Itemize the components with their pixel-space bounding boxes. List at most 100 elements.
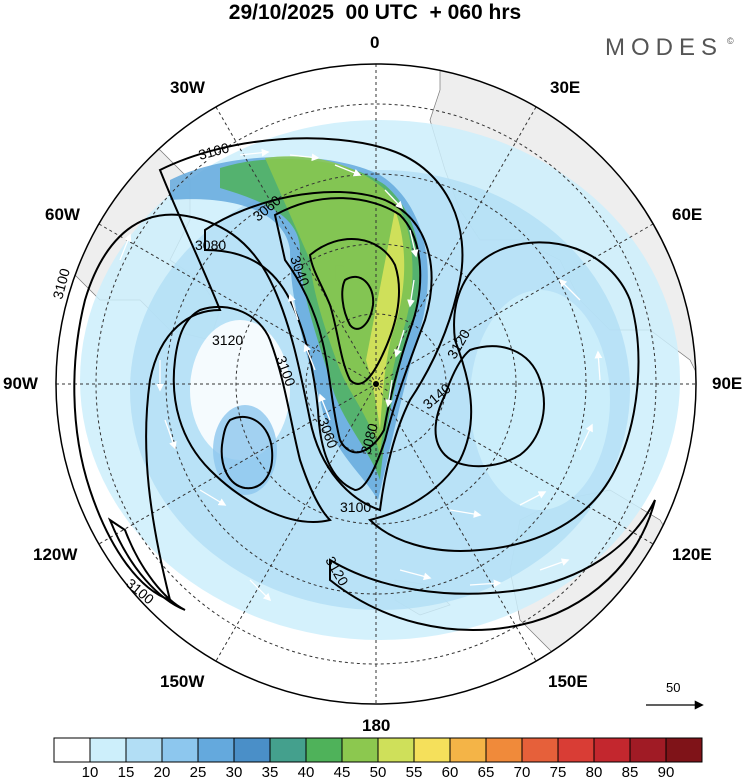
wind-arrow [399,569,432,581]
color-scale-tick-label: 65 [478,764,495,781]
map-title: 29/10/2025 00 UTC + 060 hrs [228,1,522,24]
lon-label-90w: 90W [3,374,38,393]
contour-3100-west-low [220,415,274,490]
reference-vector-value: 50 [666,680,680,695]
wind-arrow [249,579,272,602]
color-scale-tick-label: 55 [406,764,423,781]
color-scale-tick-label: 70 [514,764,531,781]
contour-label: 3080 [357,421,381,455]
color-scale-box [593,737,631,763]
color-scale-box [89,737,127,763]
wind-arrow [239,148,270,157]
color-scale-box [449,737,487,763]
lon-label-60w: 60W [45,205,80,224]
color-scale-box [53,737,91,763]
wind-arrow [289,153,320,162]
wind-arrow [318,393,331,421]
contour-3040-inner [341,275,375,330]
color-scale-boxes [53,737,703,763]
color-scale-tick-label: 85 [622,764,639,781]
contour-3120-east [368,241,640,552]
wind-arrow [199,489,227,506]
color-scale-box [485,737,523,763]
lon-label-120e: 120E [672,545,712,564]
contour-label: 3100 [197,139,231,163]
color-scale-tick-label: 20 [154,764,171,781]
wind-arrow [558,278,581,301]
contour-3100-outer [73,137,464,602]
wind-arrow [407,279,415,308]
copyright-mark: © [727,36,734,46]
wind-arrow [189,155,217,166]
lon-label-120w: 120W [33,545,78,564]
color-scale-ticks: 10 15 20 25 30 35 40 45 50 55 60 65 70 75 80 85 90 [82,764,675,781]
color-scale-tick-label: 30 [226,764,243,781]
lon-label-180: 180 [362,716,391,735]
contour-3040 [308,238,401,385]
color-scale-box [629,737,667,763]
contour-3060 [273,197,422,454]
contour-3100-southwest [107,517,186,611]
wind-arrow [119,233,132,261]
wind-speed-shading [80,120,680,640]
lon-label-150w: 150W [160,672,205,691]
color-scale-box [125,737,163,763]
color-scale-box [665,737,703,763]
color-scale-box [197,737,235,763]
contour-label: 3100 [49,266,73,300]
color-scale-tick-label: 35 [262,764,279,781]
map-boundary [55,63,697,705]
color-scale-tick-label: 60 [442,764,459,781]
contour-3120-west [172,305,332,523]
color-scale-box [305,737,343,763]
color-scale-box [161,737,199,763]
color-scale-tick-label: 15 [118,764,135,781]
color-scale-box [413,737,451,763]
wind-arrow [449,509,482,518]
color-scale-box [521,737,559,763]
color-scale-tick-label: 25 [190,764,207,781]
contour-label: 3100 [340,499,371,515]
wind-arrow [385,379,393,408]
wind-arrow [469,579,502,588]
color-scale-tick-label: 90 [658,764,675,781]
wind-arrow [164,419,177,450]
wind-arrow [288,293,299,321]
color-scale-tick-label: 50 [370,764,387,781]
color-scale-tick-label: 45 [334,764,351,781]
geopotential-contours [73,137,656,631]
wind-arrow [334,164,362,177]
color-scale-tick-label: 75 [550,764,567,781]
color-scale-tick-label: 80 [586,764,603,781]
wind-vectors [119,148,603,602]
wind-arrow [519,491,547,506]
contour-3080 [204,190,433,492]
contour-label: 3080 [195,237,226,253]
contour-3120-south [329,499,656,631]
wind-arrow [394,329,405,358]
wind-arrow [579,423,593,451]
color-scale-tick-label: 10 [82,764,99,781]
lon-label-30w: 30W [170,78,205,97]
lon-label-90e: 90E [712,374,743,393]
lon-label-30e: 30E [550,78,581,97]
color-scale-box [557,737,595,763]
wind-arrow [384,189,404,210]
shade-low-sw [213,405,277,495]
color-scale-box [233,737,271,763]
contour-3140 [434,345,545,468]
lon-label-150e: 150E [548,672,588,691]
wind-arrow [303,343,316,371]
contour-label: 3120 [212,332,243,348]
lon-label-60e: 60E [672,205,703,224]
color-scale-box [269,737,307,763]
brand-logo: MODES [605,34,724,61]
wind-arrow [409,229,419,258]
wind-arrow [594,350,603,381]
color-scale-tick-label: 40 [298,764,315,781]
color-scale-box [341,737,379,763]
shade-inner-gap-ne [470,290,610,510]
wind-arrow [539,558,570,571]
lon-label-0: 0 [370,33,380,52]
